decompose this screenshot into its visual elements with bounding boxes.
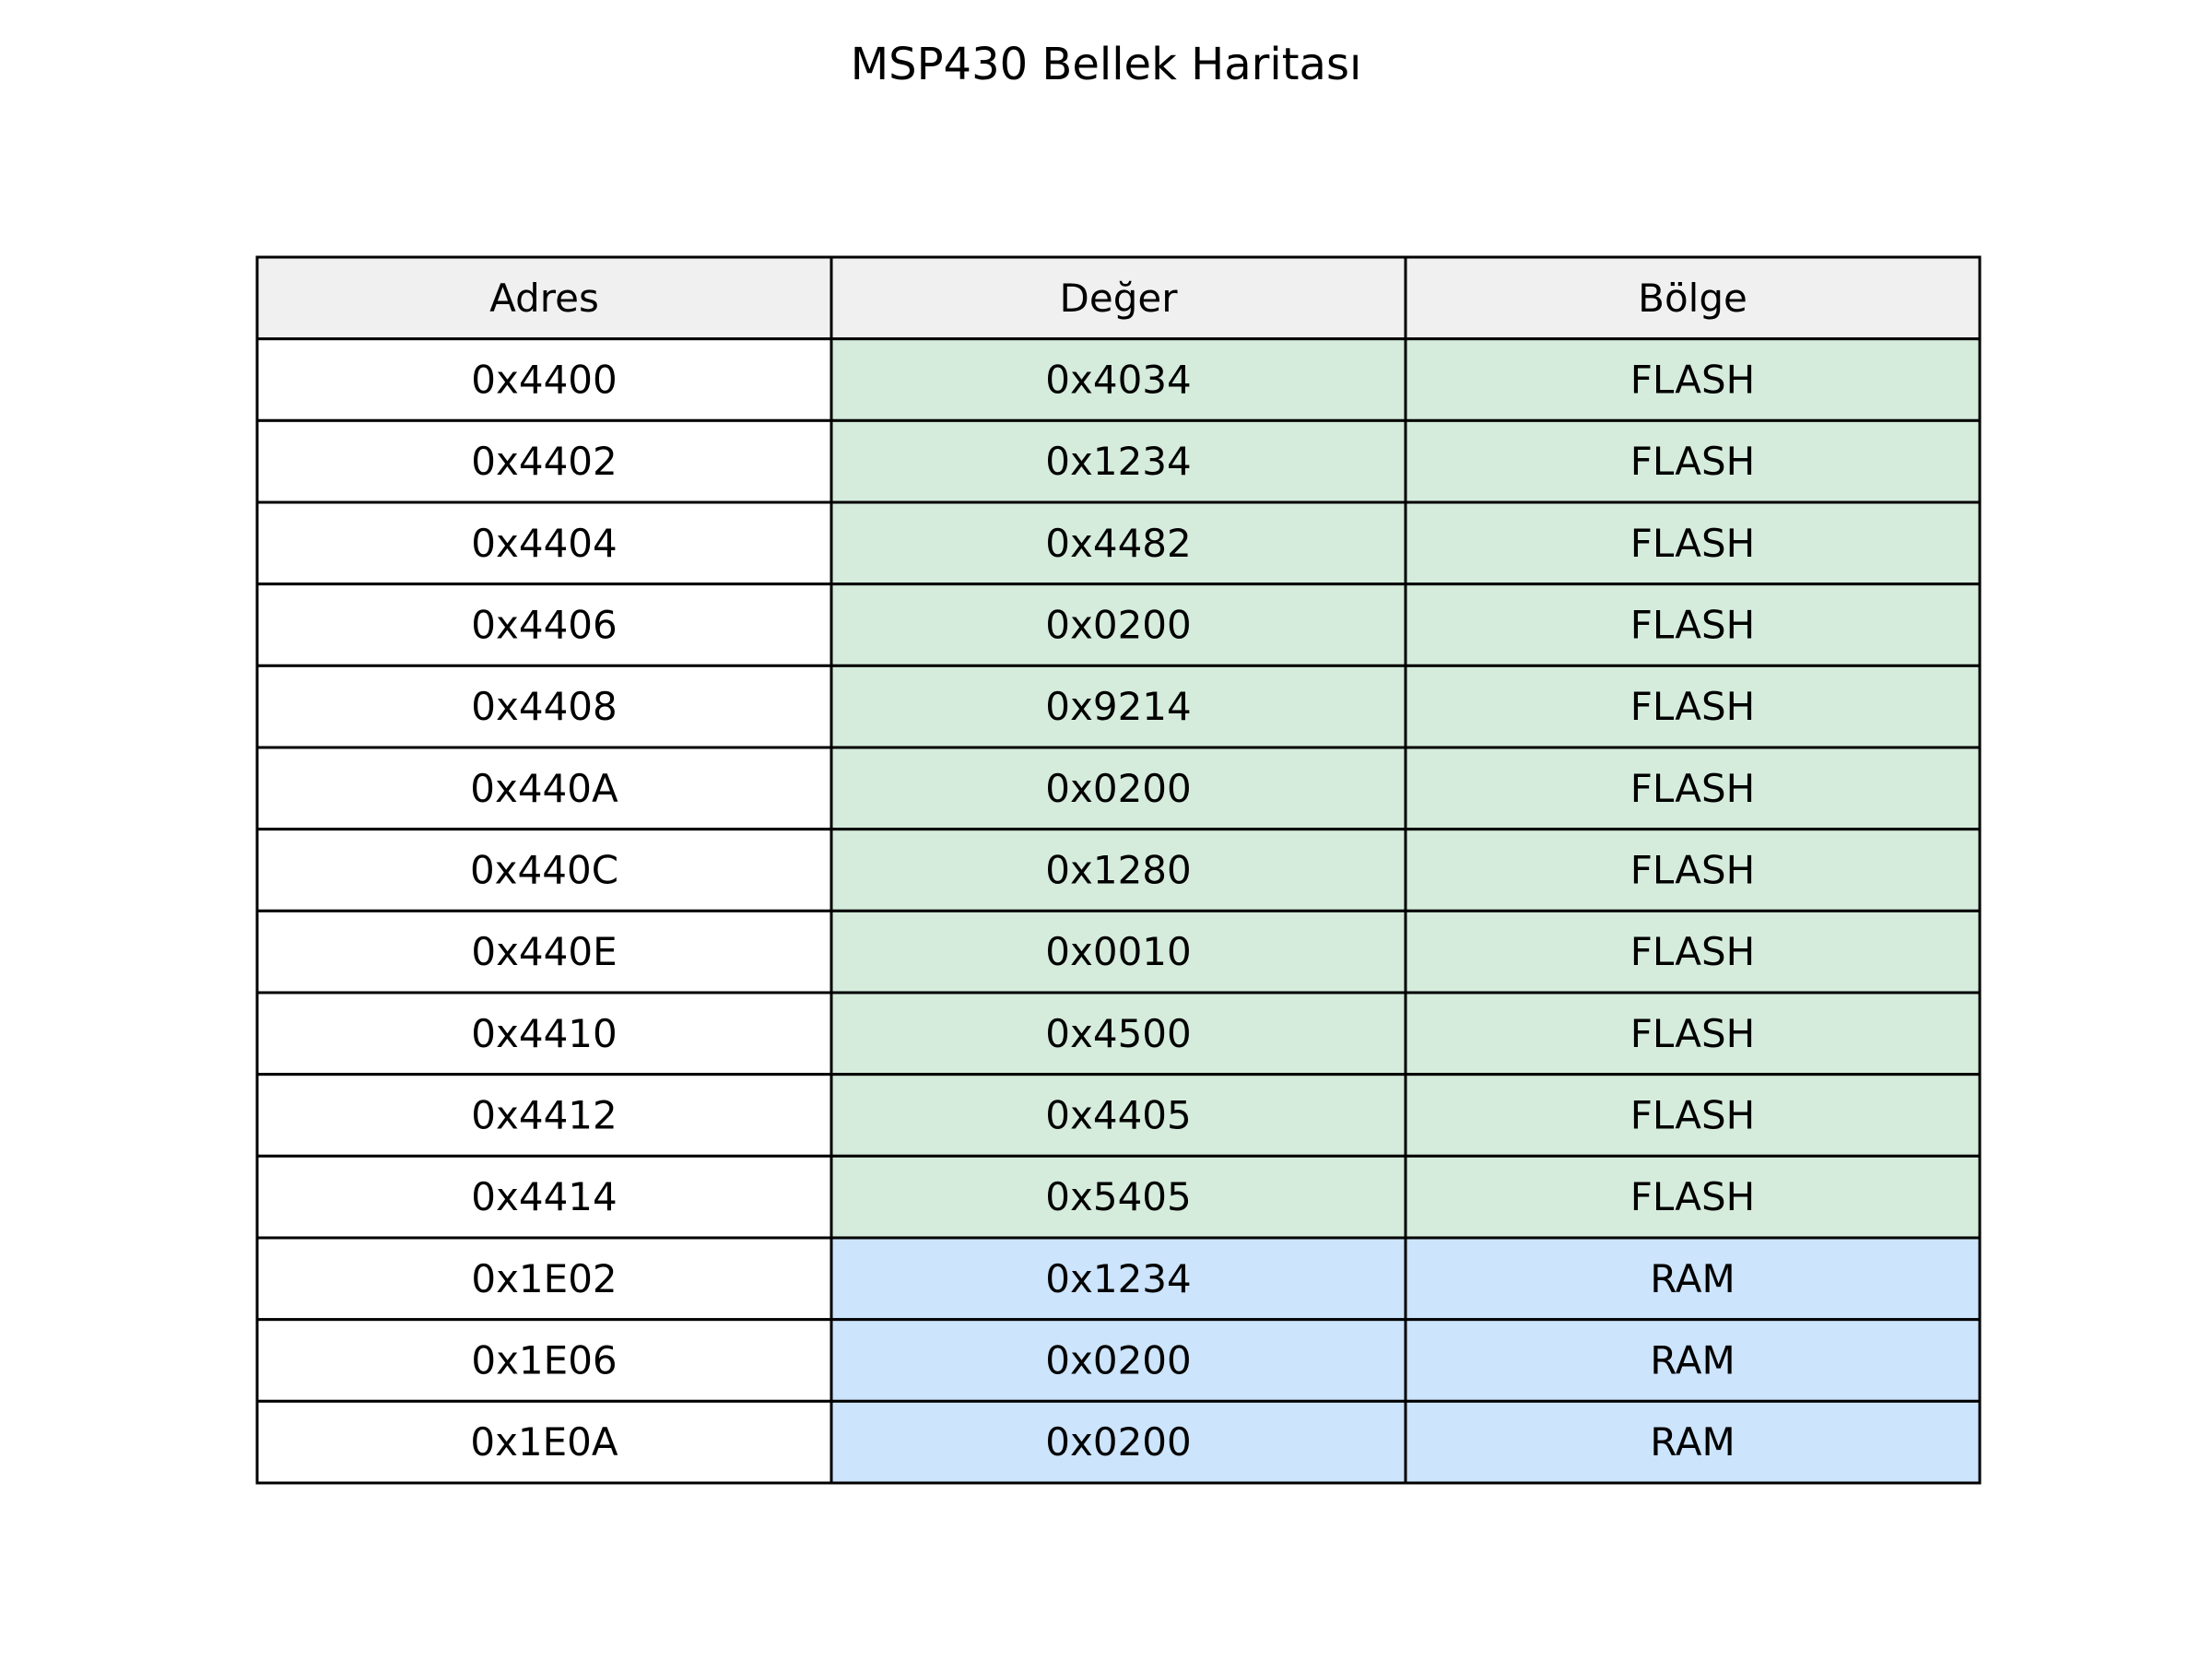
header-cell-region [1404, 255, 1982, 341]
cell-text-address: 0x1E06 [471, 1338, 617, 1383]
cell-text-address: 0x1E0A [470, 1419, 618, 1465]
column-header-value: Değer [1060, 276, 1179, 321]
table-cell-value [830, 1318, 1407, 1403]
table-cells [255, 255, 1982, 1485]
cell-text-value: 0x4500 [1045, 1011, 1191, 1056]
table-cell-address [255, 909, 833, 994]
table-cell-region [1404, 582, 1982, 667]
table-cell-value [830, 909, 1407, 994]
table-cell-value [830, 1236, 1407, 1322]
cell-text-value: 0x0200 [1045, 1419, 1191, 1465]
cell-text-address: 0x440C [470, 848, 618, 893]
cell-text-value: 0x5405 [1045, 1174, 1191, 1219]
cell-text-region: FLASH [1630, 848, 1756, 893]
page-title: MSP430 Bellek Haritası [850, 39, 1362, 90]
table-cell-region [1404, 991, 1982, 1077]
table-cell-value [830, 1154, 1407, 1240]
column-header-address: Adres [489, 276, 599, 321]
cell-text-region: RAM [1650, 1256, 1735, 1301]
table-cell-address [255, 1399, 833, 1485]
table-cell-region [1404, 500, 1982, 586]
table-cell-region [1404, 1399, 1982, 1485]
table-cell-address [255, 746, 833, 831]
table-cell-value [830, 828, 1407, 912]
cell-text-region: FLASH [1630, 1011, 1756, 1056]
cell-text-region: FLASH [1630, 929, 1756, 974]
table-cell-value [830, 582, 1407, 667]
table-cell-address [255, 1073, 833, 1158]
cell-text-address: 0x4404 [471, 521, 617, 566]
table-cell-region [1404, 1154, 1982, 1240]
cell-text-address: 0x4412 [471, 1093, 617, 1138]
cell-text-region: FLASH [1630, 766, 1756, 811]
cell-text-region: FLASH [1630, 439, 1756, 484]
cell-text-region: FLASH [1630, 684, 1756, 729]
cell-text-region: FLASH [1630, 521, 1756, 566]
cell-text-address: 0x440E [471, 929, 617, 974]
table-cell-value [830, 664, 1407, 749]
table-cell-value [830, 418, 1407, 504]
cell-text-address: 0x4402 [471, 439, 617, 484]
table-cell-value [830, 1399, 1407, 1485]
table-cell-region [1404, 664, 1982, 749]
table-cell-address [255, 828, 833, 912]
cell-text-region: FLASH [1630, 603, 1756, 648]
table-cell-address [255, 664, 833, 749]
table-cell-region [1404, 1318, 1982, 1403]
cell-text-address: 0x440A [470, 766, 618, 811]
column-header-region: Bölge [1638, 276, 1747, 321]
cell-text-address: 0x4408 [471, 684, 617, 729]
cell-text-value: 0x4482 [1045, 521, 1191, 566]
cell-text-region: RAM [1650, 1419, 1735, 1465]
table-cell-address [255, 582, 833, 667]
cell-text-value: 0x4034 [1045, 358, 1191, 403]
cell-text-address: 0x4406 [471, 603, 617, 648]
cell-text-region: FLASH [1630, 1174, 1756, 1219]
table-text: Adres Değer Bölge 0x4400 0x4034 FLASH 0x4402 0x… [470, 276, 1755, 1465]
cell-text-region: FLASH [1630, 1093, 1756, 1138]
table-cell-address [255, 500, 833, 586]
table-cell-region [1404, 746, 1982, 831]
cell-text-value: 0x4405 [1045, 1093, 1191, 1138]
cell-text-value: 0x1234 [1045, 1256, 1191, 1301]
header-cell-address [255, 255, 833, 341]
header-cell-value [830, 255, 1407, 341]
table-cell-region [1404, 909, 1982, 994]
cell-text-region: RAM [1650, 1338, 1735, 1383]
cell-text-address: 0x4400 [471, 358, 617, 403]
cell-text-value: 0x0200 [1045, 603, 1191, 648]
table-cell-value [830, 991, 1407, 1077]
cell-text-value: 0x0200 [1045, 1338, 1191, 1383]
cell-text-value: 0x0200 [1045, 766, 1191, 811]
table-cell-region [1404, 1236, 1982, 1322]
cell-text-address: 0x4414 [471, 1174, 617, 1219]
cell-text-value: 0x1234 [1045, 439, 1191, 484]
table-cell-region [1404, 828, 1982, 912]
table-cell-region [1404, 418, 1982, 504]
cell-text-region: FLASH [1630, 358, 1756, 403]
cell-text-address: 0x1E02 [471, 1256, 617, 1301]
cell-text-value: 0x1280 [1045, 848, 1191, 893]
cell-text-value: 0x0010 [1045, 929, 1191, 974]
cell-text-address: 0x4410 [471, 1011, 617, 1056]
cell-text-value: 0x9214 [1045, 684, 1191, 729]
